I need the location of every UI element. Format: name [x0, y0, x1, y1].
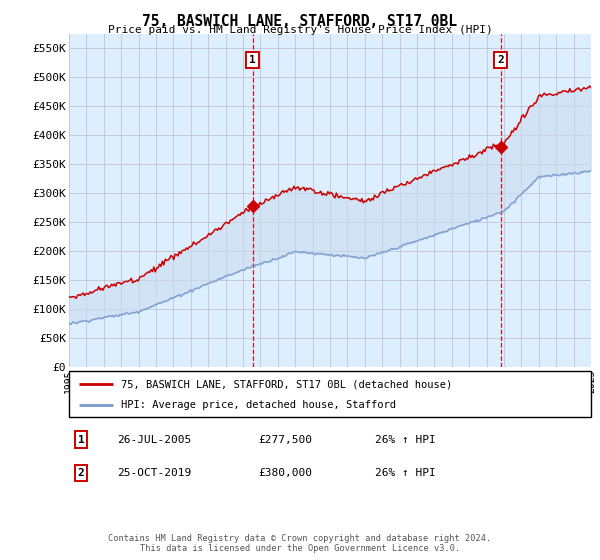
Text: 75, BASWICH LANE, STAFFORD, ST17 0BL: 75, BASWICH LANE, STAFFORD, ST17 0BL — [143, 14, 458, 29]
Text: 1: 1 — [77, 435, 85, 445]
Text: 2: 2 — [497, 55, 504, 66]
Text: £380,000: £380,000 — [258, 468, 312, 478]
Text: 26-JUL-2005: 26-JUL-2005 — [117, 435, 191, 445]
Text: 26% ↑ HPI: 26% ↑ HPI — [375, 435, 436, 445]
Text: 2: 2 — [77, 468, 85, 478]
Text: Contains HM Land Registry data © Crown copyright and database right 2024.
This d: Contains HM Land Registry data © Crown c… — [109, 534, 491, 553]
Text: 75, BASWICH LANE, STAFFORD, ST17 0BL (detached house): 75, BASWICH LANE, STAFFORD, ST17 0BL (de… — [121, 379, 452, 389]
FancyBboxPatch shape — [69, 371, 591, 417]
Text: Price paid vs. HM Land Registry's House Price Index (HPI): Price paid vs. HM Land Registry's House … — [107, 25, 493, 35]
Text: 25-OCT-2019: 25-OCT-2019 — [117, 468, 191, 478]
Text: 26% ↑ HPI: 26% ↑ HPI — [375, 468, 436, 478]
Text: £277,500: £277,500 — [258, 435, 312, 445]
Text: 1: 1 — [250, 55, 256, 66]
Text: HPI: Average price, detached house, Stafford: HPI: Average price, detached house, Staf… — [121, 400, 396, 410]
